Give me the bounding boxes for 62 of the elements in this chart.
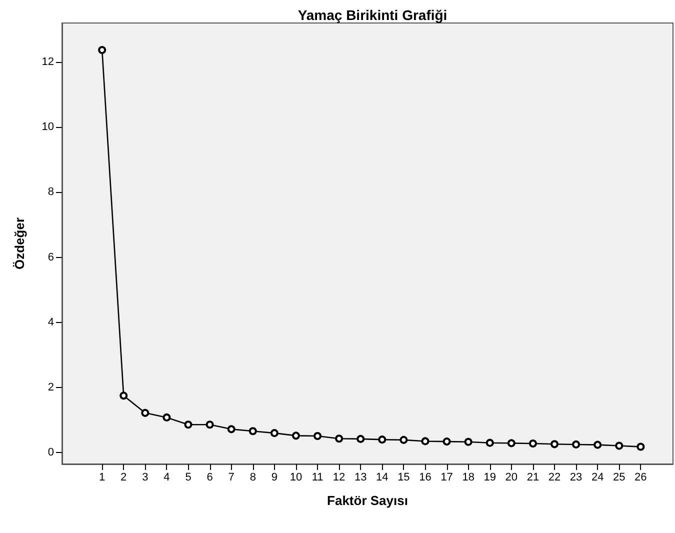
x-tick-label: 12 <box>332 472 346 484</box>
point <box>206 420 214 429</box>
x-tick-label: 23 <box>570 472 582 484</box>
x-tick-label: 22 <box>548 472 561 484</box>
x-tick-label: 20 <box>505 472 518 484</box>
point <box>314 432 322 440</box>
point <box>248 427 257 436</box>
x-tick-label: 10 <box>290 472 302 484</box>
y-tick-label: 12 <box>42 56 54 68</box>
x-tick-label: 11 <box>312 472 324 484</box>
x-tick-label: 19 <box>484 472 496 484</box>
chart-title: Yamaç Birikinti Grafiği <box>298 7 448 23</box>
point <box>292 432 300 440</box>
point <box>615 442 624 450</box>
point <box>335 434 344 443</box>
point <box>356 434 365 443</box>
point <box>421 437 430 446</box>
point <box>270 429 278 438</box>
x-tick-label: 16 <box>419 472 432 484</box>
x-tick-label: 13 <box>354 472 367 484</box>
x-tick-label: 15 <box>398 472 410 484</box>
y-tick-label: 8 <box>48 186 54 198</box>
point <box>400 436 408 444</box>
point <box>550 440 559 448</box>
point <box>636 442 645 451</box>
point <box>162 413 171 422</box>
x-tick-label: 7 <box>228 472 234 484</box>
x-tick-label: 21 <box>526 472 540 484</box>
point <box>120 392 128 400</box>
point <box>594 440 602 449</box>
point <box>528 439 537 448</box>
point <box>572 440 580 448</box>
point <box>98 46 106 54</box>
y-axis-title: Özdeğer <box>12 217 27 270</box>
point <box>184 420 192 429</box>
x-tick-label: 5 <box>185 472 192 484</box>
x-tick-label: 8 <box>250 472 256 484</box>
x-tick-label: 25 <box>613 472 626 484</box>
x-tick-label: 3 <box>142 472 148 484</box>
x-tick-label: 9 <box>271 472 278 484</box>
x-tick-label: 24 <box>591 472 604 484</box>
point <box>507 439 516 448</box>
x-tick-label: 18 <box>462 472 474 484</box>
x-tick-label: 14 <box>376 472 388 484</box>
point <box>227 425 236 434</box>
y-tick-label: 6 <box>48 251 54 264</box>
x-tick-label: 6 <box>206 472 213 484</box>
x-axis-title: Faktör Sayısı <box>327 493 408 508</box>
x-tick-label: 26 <box>634 472 647 484</box>
x-tick-label: 1 <box>99 472 106 484</box>
point <box>378 436 386 444</box>
point <box>442 438 451 446</box>
y-tick-label: 10 <box>42 121 54 134</box>
y-tick-label: 0 <box>48 446 54 459</box>
y-tick-label: 4 <box>48 316 54 328</box>
x-tick-label: 17 <box>440 472 453 484</box>
x-tick-label: 4 <box>164 472 170 484</box>
y-tick-label: 2 <box>48 382 54 394</box>
point <box>141 408 150 417</box>
point <box>464 438 472 446</box>
point <box>486 438 494 447</box>
x-tick-label: 2 <box>120 472 127 484</box>
